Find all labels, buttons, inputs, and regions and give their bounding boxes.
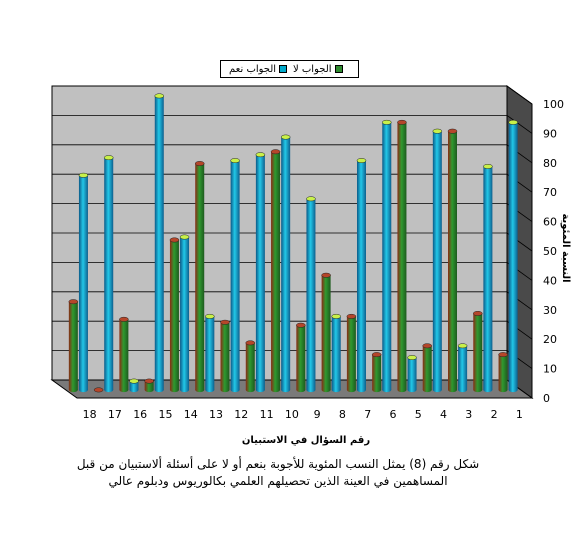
legend: الجواب لا الجواب نعم [220,60,359,78]
x-tick-label: 13 [209,408,223,421]
y-axis-title: النسبة المئوية [560,213,571,282]
x-tick-label: 9 [314,408,321,421]
x-tick-label: 3 [465,408,472,421]
x-tick-label: 16 [133,408,147,421]
legend-swatch-no [334,65,343,73]
bar-no [321,272,331,393]
x-tick-label: 1 [516,408,523,421]
bar-chart: 0 10 20 30 40 50 60 70 80 90 100 النسبة المئوية 1 2 3 4… [50,60,571,446]
legend-item-no: الجواب لا [293,63,346,77]
y-tick-label: 60 [543,216,557,229]
x-tick-label: 8 [339,408,346,421]
bar-yes [382,119,392,393]
legend-swatch-yes [279,65,288,73]
x-tick-label: 14 [184,408,198,421]
figure-caption: شكل رقم (8) يمثل النسب المئوية للأجوبة ب… [60,456,496,490]
bar-yes [306,196,316,393]
bar-yes [457,343,468,393]
bar-no [144,378,154,393]
caption-line-2: المساهمين في العينة الذين تحصيلهم العلمي… [108,474,448,488]
y-tick-label: 70 [543,186,557,199]
legend-item-yes: الجواب نعم [229,63,290,77]
y-tick-label: 10 [543,363,557,376]
bar-yes [356,158,367,393]
bar-no [447,128,458,393]
x-tick-label: 10 [285,408,299,421]
bar-yes [205,313,215,393]
y-tick-label: 90 [543,127,557,140]
bar-yes [407,355,417,393]
bar-no [194,161,205,393]
bar-yes [179,234,190,393]
bar-no [397,119,407,393]
x-tick-label: 5 [415,408,422,421]
y-tick-label: 20 [543,333,557,346]
bar-yes [508,119,518,393]
bar-yes [154,93,165,393]
x-tick-label: 15 [158,408,172,421]
y-tick-label: 40 [543,274,557,287]
bar-no [371,352,382,393]
bar-no [169,237,180,393]
bar-yes [331,313,341,393]
bar-no [270,149,281,393]
bar-no [220,319,230,393]
x-tick-label: 4 [440,408,447,421]
bar-no [473,311,483,393]
bar-yes [432,128,443,393]
x-tick-label: 7 [364,408,371,421]
gridline-side [506,115,533,134]
y-tick-label: 30 [543,304,557,317]
x-tick-label: 2 [491,408,498,421]
bar-yes [78,172,89,393]
gridline-side [506,85,533,105]
bar-yes [103,155,114,393]
legend-label-yes: الجواب نعم [229,64,277,75]
x-tick-label: 6 [389,408,396,421]
y-tick-label: 100 [543,98,564,111]
y-tick-label: 50 [543,245,557,258]
bar-yes [129,378,139,393]
legend-label-no: الجواب لا [293,64,332,75]
bar-no [68,299,79,393]
y-tick-label: 80 [543,157,557,170]
bar-no [245,340,256,393]
caption-line-1: شكل رقم (8) يمثل النسب المئوية للأجوبة ب… [76,457,480,471]
x-tick-label: 12 [234,408,248,421]
bar-yes [255,152,266,393]
x-tick-label: 17 [108,408,122,421]
bar-no [498,352,508,393]
bar-no [93,387,104,393]
bar-yes [230,158,240,393]
x-axis-title: رقم السؤال في الاستبيان [242,435,370,446]
x-tick-label: 18 [83,408,97,421]
y-tick-label: 0 [543,392,550,405]
x-tick-label: 11 [260,408,274,421]
bar-yes [280,134,291,393]
bar-yes [483,164,493,393]
bar-no [422,343,432,393]
bar-no [346,313,357,393]
bar-no [119,316,129,393]
bar-no [296,322,306,393]
